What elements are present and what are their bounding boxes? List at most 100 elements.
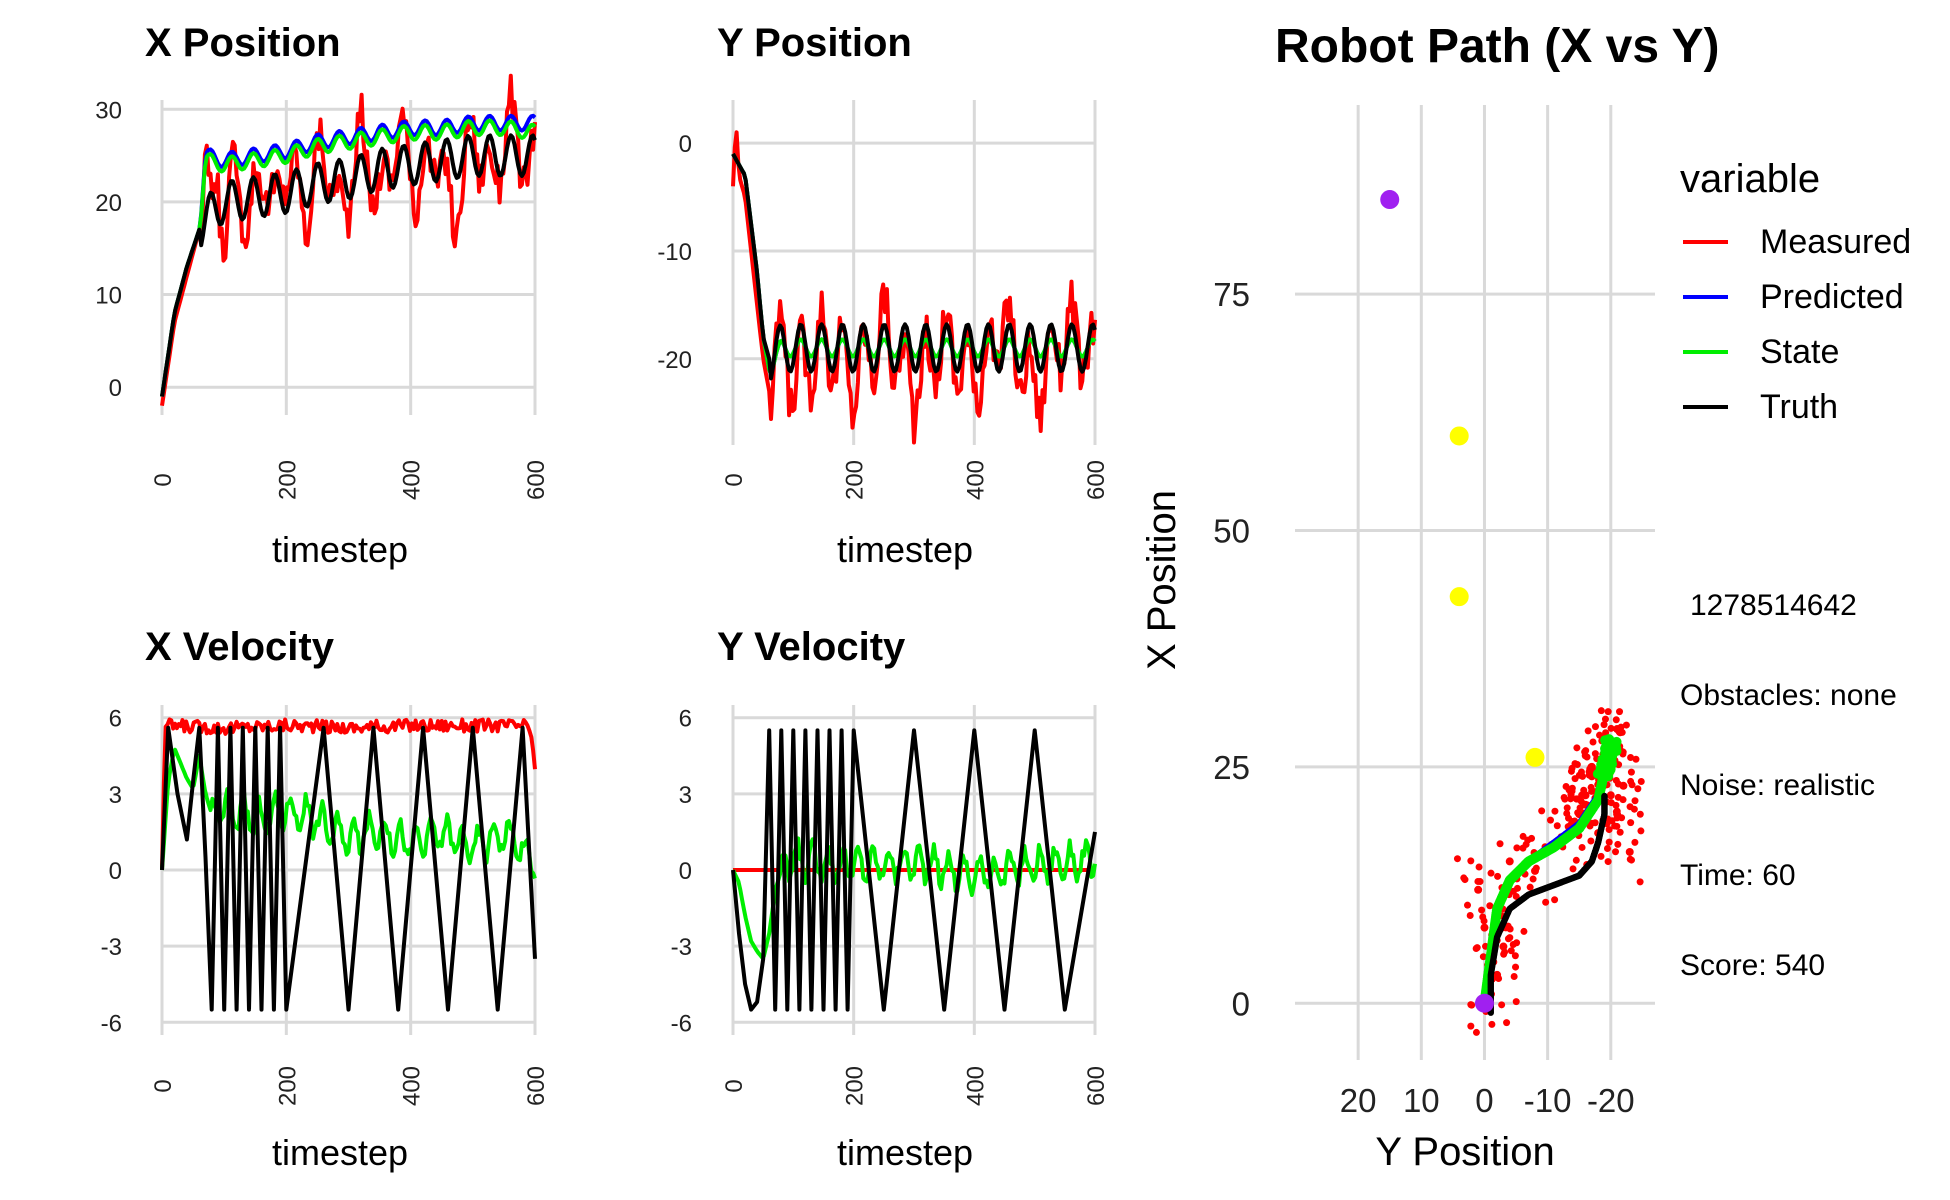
y-tick-label: -3	[101, 934, 122, 961]
marker-start	[1474, 993, 1494, 1013]
robot-path-ticks: 20 10 0 -10 -20 0 25 50 75	[1213, 276, 1634, 1119]
series-line-state	[731, 152, 1097, 376]
point-measured	[1591, 750, 1599, 758]
point-measured	[1498, 1001, 1506, 1009]
legend-entries: Measured Predicted State Truth	[1683, 223, 1911, 426]
point-measured	[1600, 721, 1608, 729]
point-measured	[1573, 761, 1581, 769]
y-velocity-lines	[731, 728, 1097, 1012]
marker-goal	[1380, 190, 1400, 210]
x-velocity-lines	[160, 717, 537, 1012]
y-position-panel: Y Position 0 200 400 600 0 -10 -20 timestep	[657, 21, 1110, 570]
point-measured	[1453, 855, 1461, 863]
point-measured	[1476, 878, 1484, 886]
x-velocity-panel: X Velocity 0 200 400 600 6 3 0 -3 -6 timestep	[101, 625, 550, 1173]
point-measured	[1612, 716, 1620, 724]
y-tick-label: 20	[95, 190, 122, 217]
point-measured	[1615, 728, 1623, 736]
point-measured	[1510, 973, 1518, 981]
point-measured	[1632, 755, 1640, 763]
point-measured	[1509, 941, 1517, 949]
series-line-truth	[160, 133, 537, 397]
point-measured	[1551, 807, 1559, 815]
point-measured	[1494, 872, 1502, 880]
point-measured	[1625, 847, 1634, 856]
point-measured	[1567, 767, 1575, 775]
point-measured	[1486, 902, 1494, 910]
x-tick-label: 400	[962, 1066, 989, 1106]
point-measured	[1512, 963, 1520, 971]
x-tick-label: -20	[1587, 1082, 1635, 1119]
y-tick-label: -20	[657, 347, 692, 374]
y-tick-label: 0	[109, 375, 122, 402]
point-measured	[1591, 723, 1599, 731]
info-noise: Noise: realistic	[1680, 769, 1875, 802]
point-measured	[1579, 772, 1587, 780]
point-measured	[1468, 1001, 1476, 1009]
point-measured	[1611, 822, 1619, 830]
marker-waypoint	[1449, 587, 1469, 607]
series-line-predicted	[731, 152, 1097, 376]
point-measured	[1572, 856, 1580, 864]
point-measured	[1631, 797, 1639, 805]
point-measured	[1487, 869, 1495, 877]
y-tick-label: -3	[671, 934, 692, 961]
x-tick-label: 0	[721, 473, 748, 486]
y-tick-label: -10	[657, 239, 692, 266]
legend-label-state: State	[1760, 333, 1839, 371]
x-tick-label: 0	[150, 473, 177, 486]
legend-label-predicted: Predicted	[1760, 278, 1904, 316]
x-tick-label: 400	[399, 1066, 426, 1106]
point-measured	[1626, 803, 1634, 811]
marker-waypoint	[1449, 426, 1469, 446]
y-tick-label: 0	[109, 858, 122, 885]
y-position-lines	[731, 130, 1097, 445]
point-measured	[1472, 945, 1480, 953]
x-tick-label: 0	[721, 1079, 748, 1092]
x-tick-label: 0	[150, 1079, 177, 1092]
y-tick-label: -6	[101, 1010, 122, 1037]
point-measured	[1591, 819, 1599, 827]
series-line-state	[731, 836, 1097, 960]
x-velocity-ticks: 0 200 400 600 6 3 0 -3 -6	[101, 706, 550, 1106]
point-measured	[1597, 707, 1605, 715]
x-position-xlabel: timestep	[272, 529, 408, 570]
point-measured	[1513, 844, 1521, 852]
x-position-grid	[160, 100, 537, 415]
point-measured	[1627, 754, 1635, 762]
y-position-title: Y Position	[717, 21, 912, 65]
marker-waypoint	[1525, 747, 1545, 767]
point-measured	[1475, 863, 1483, 871]
point-measured	[1509, 887, 1517, 895]
point-measured	[1612, 801, 1620, 809]
x-tick-label: 600	[523, 1066, 550, 1106]
x-tick-label: 200	[274, 1066, 301, 1106]
point-measured	[1546, 816, 1554, 824]
point-measured	[1474, 885, 1483, 894]
point-measured	[1480, 923, 1489, 932]
point-measured	[1478, 906, 1486, 914]
robot-path-xlabel: Y Position	[1375, 1130, 1554, 1174]
point-measured	[1520, 927, 1528, 935]
point-measured	[1526, 883, 1534, 891]
y-velocity-xlabel: timestep	[837, 1132, 973, 1173]
point-measured	[1631, 838, 1639, 846]
x-tick-label: 10	[1403, 1082, 1440, 1119]
series-line-state	[160, 747, 537, 880]
point-measured	[1583, 753, 1591, 761]
x-tick-label: 20	[1340, 1082, 1377, 1119]
series-line-truth	[731, 728, 1097, 1012]
x-tick-label: 0	[1475, 1082, 1493, 1119]
point-measured	[1608, 817, 1616, 825]
series-line-predicted	[160, 113, 537, 397]
point-measured	[1627, 768, 1635, 776]
legend-label-truth: Truth	[1760, 388, 1838, 426]
y-velocity-title: Y Velocity	[717, 625, 906, 669]
y-tick-label: 25	[1213, 749, 1250, 786]
legend-label-measured: Measured	[1760, 223, 1911, 261]
point-measured	[1604, 858, 1612, 866]
point-measured	[1501, 948, 1509, 956]
point-measured	[1605, 826, 1613, 834]
point-measured	[1634, 785, 1642, 793]
